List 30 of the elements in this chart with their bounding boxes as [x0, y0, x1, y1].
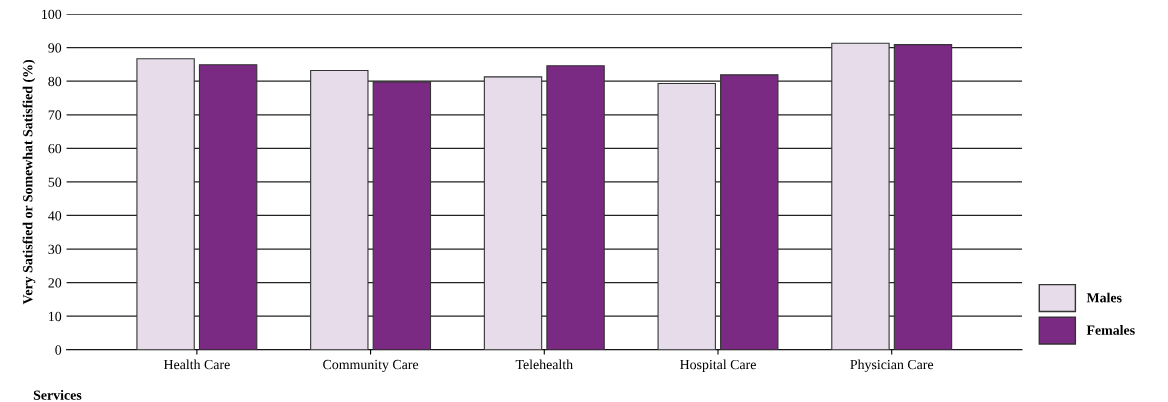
- y-tick-label: 90: [48, 43, 62, 53]
- legend-label: Females: [1086, 325, 1135, 335]
- bar: [720, 74, 779, 350]
- bar: [546, 65, 605, 350]
- bar: [657, 82, 716, 350]
- x-tick-label: Telehealth: [515, 359, 573, 370]
- y-tick-label: 100: [42, 9, 62, 20]
- y-tick-label: 40: [48, 211, 62, 221]
- y-tick-label: 20: [48, 278, 62, 288]
- bar: [310, 69, 369, 350]
- y-tick-label: 0: [55, 345, 62, 355]
- x-axis-title: Services: [33, 390, 82, 400]
- x-tick-label: Health Care: [163, 359, 230, 370]
- bar: [136, 58, 195, 350]
- y-tick-label: 60: [48, 143, 62, 154]
- legend-label: Males: [1086, 292, 1122, 303]
- y-tick-label: 10: [49, 311, 62, 322]
- x-tick-label: Hospital Care: [680, 359, 756, 373]
- y-tick-label: 70: [48, 110, 62, 120]
- y-tick-label: 30: [48, 244, 62, 254]
- bar: [198, 64, 258, 350]
- y-tick-label: 80: [48, 76, 62, 87]
- bar: [893, 44, 953, 350]
- x-tick-label: Community Care: [323, 359, 419, 373]
- y-axis-title: Very Satisfied or Somewhat Satisfied (%): [22, 60, 36, 305]
- bar: [372, 81, 432, 350]
- x-tick-label: Physician Care: [850, 359, 934, 373]
- bar: [831, 42, 890, 350]
- bar: [483, 76, 543, 350]
- y-tick-label: 50: [48, 177, 62, 187]
